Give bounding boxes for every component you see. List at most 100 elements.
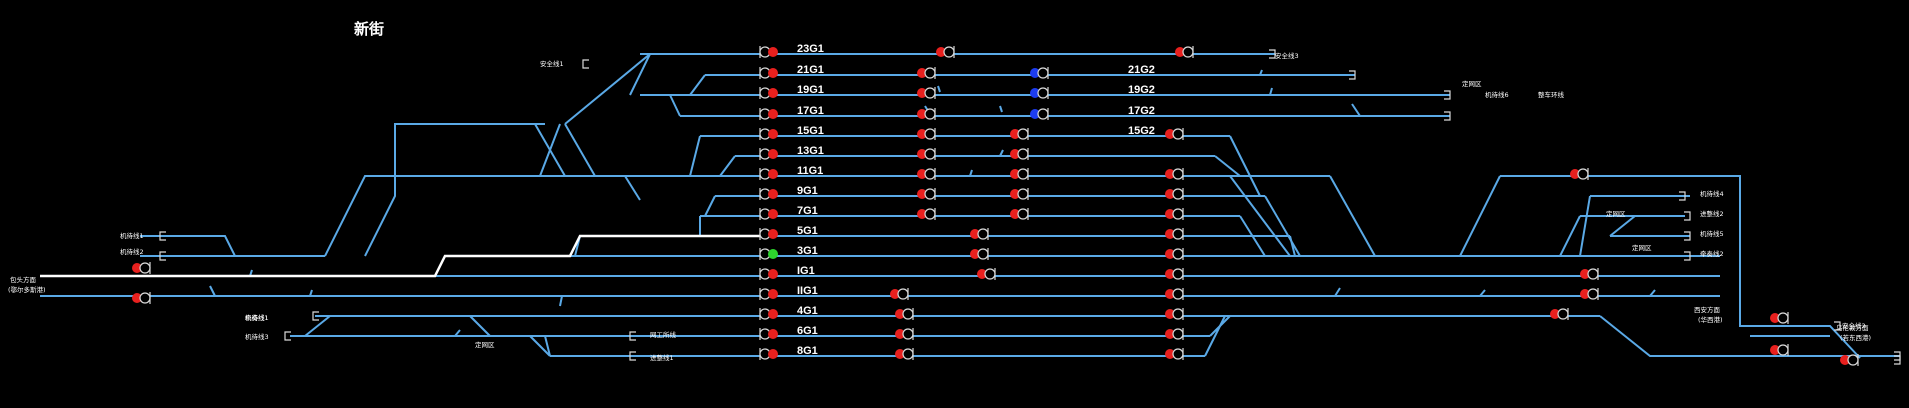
signal-mid-6g1[interactable] — [895, 328, 914, 340]
track-signal-13g1[interactable] — [759, 148, 778, 160]
direction-west-line2: (鄂尔多斯港) — [8, 285, 46, 294]
signal-col3-21g1[interactable] — [1030, 67, 1049, 79]
buffer-stop — [1684, 211, 1691, 221]
signal-col2-15g1[interactable] — [917, 128, 936, 140]
track-network — [40, 49, 1901, 365]
direction-east-b-line1: 乌伦敦方面 — [1836, 323, 1869, 332]
line-label-shunting-2: 机待线2 — [120, 247, 144, 256]
signal-col2-7g1[interactable] — [917, 208, 936, 220]
signal-east-11g1[interactable] — [1570, 168, 1589, 180]
line-label-parking-loop: 整车环线 — [1538, 90, 1565, 99]
track-signal-15g1[interactable] — [759, 128, 778, 140]
signal-mid-4g1[interactable] — [895, 308, 914, 320]
track-label-3g1: 3G1 — [797, 245, 818, 257]
track-signal-8g1[interactable] — [759, 348, 778, 360]
left-4g — [304, 315, 331, 337]
track-signal-iig1[interactable] — [759, 288, 778, 300]
signal-col4-15g1[interactable] — [1165, 128, 1184, 140]
signal-col2-23g1[interactable] — [936, 46, 955, 58]
signal-col4-23g1[interactable] — [1175, 46, 1194, 58]
signal-col2-19g1[interactable] — [917, 87, 936, 99]
track-label-21g1: 21G1 — [797, 64, 824, 76]
track-signal-7g1[interactable] — [759, 208, 778, 220]
track-label-9g1: 9G1 — [797, 185, 818, 197]
left-9g — [704, 195, 716, 217]
track-signal-5g1[interactable] — [759, 228, 778, 240]
signal-col4-iig1[interactable] — [1165, 288, 1184, 300]
signal-mid-ig1[interactable] — [977, 268, 996, 280]
signal-col3-9g1[interactable] — [1010, 188, 1029, 200]
signal-layer — [132, 46, 1859, 366]
left-21g — [689, 74, 706, 96]
track-signal-4g1[interactable] — [759, 308, 778, 320]
signal-col4-4g1[interactable] — [1165, 308, 1184, 320]
left-17g — [669, 94, 681, 117]
direction-west-line1: 包头方面 — [10, 275, 37, 284]
signal-west-iig[interactable] — [132, 292, 151, 304]
signal-col4-7g1[interactable] — [1165, 208, 1184, 220]
crossover-tick — [209, 285, 216, 297]
direction-east-a-line2: (华西港) — [1698, 315, 1723, 324]
signal-col4-3g1[interactable] — [1165, 248, 1184, 260]
track-signal-ig1[interactable] — [759, 268, 778, 280]
signal-col2-21g1[interactable] — [917, 67, 936, 79]
crossover-tick — [1269, 87, 1273, 96]
line-label-fixed-zone_a: 定网区 — [1462, 79, 1482, 88]
signal-mid-3g1[interactable] — [970, 248, 989, 260]
crossover-tick — [454, 329, 461, 337]
signal-mid-5g1[interactable] — [970, 228, 989, 240]
signal-east-b2[interactable] — [1770, 344, 1789, 356]
signal-col4-6g1[interactable] — [1165, 328, 1184, 340]
signal-col4-8g1[interactable] — [1165, 348, 1184, 360]
signal-col3-15g1[interactable] — [1010, 128, 1029, 140]
buffer-stop — [284, 331, 291, 341]
track-label-23g1: 23G1 — [797, 43, 824, 55]
track-signal-11g1[interactable] — [759, 168, 778, 180]
right-b1 — [1459, 175, 1501, 257]
signal-col4-9g1[interactable] — [1165, 188, 1184, 200]
signal-col2-13g1[interactable] — [917, 148, 936, 160]
signal-east-ig1[interactable] — [1580, 268, 1599, 280]
signal-east-iig1[interactable] — [1580, 288, 1599, 300]
left-21-link — [629, 53, 651, 96]
buffer-stop — [629, 351, 636, 361]
signal-col2-11g1[interactable] — [917, 168, 936, 180]
crossover-tick — [309, 289, 313, 297]
signal-col3-17g1[interactable] — [1030, 108, 1049, 120]
signal-col3-13g1[interactable] — [1010, 148, 1029, 160]
signal-col4-11g1[interactable] — [1165, 168, 1184, 180]
signal-col4-5g1[interactable] — [1165, 228, 1184, 240]
crossover-tick — [1334, 287, 1341, 297]
track-signal-17g1[interactable] — [759, 108, 778, 120]
buffer-stop — [1684, 231, 1691, 241]
right-7g — [1239, 215, 1266, 257]
signal-col2-17g1[interactable] — [917, 108, 936, 120]
signal-col3-11g1[interactable] — [1010, 168, 1029, 180]
signal-mid-8g1[interactable] — [895, 348, 914, 360]
left-7g-link — [624, 175, 641, 201]
line-label-fixed-zone_c: 定网区 — [1632, 243, 1652, 252]
track-signal-3g1[interactable] — [759, 248, 778, 260]
track-signal-19g1[interactable] — [759, 87, 778, 99]
buffer-stop — [1894, 355, 1901, 365]
signal-col3-19g1[interactable] — [1030, 87, 1049, 99]
crossover-tick — [1259, 69, 1263, 76]
active-route — [40, 234, 760, 278]
signal-col3-7g1[interactable] — [1010, 208, 1029, 220]
signal-mid-iig1[interactable] — [890, 288, 909, 300]
track-label-7g1: 7G1 — [797, 205, 818, 217]
station-title: 新街 — [354, 20, 384, 38]
signal-east-b1[interactable] — [1770, 312, 1789, 324]
buffer-stop — [1269, 49, 1276, 59]
signal-east-4g1[interactable] — [1550, 308, 1569, 320]
left-13g — [719, 155, 736, 177]
track-signal-21g1[interactable] — [759, 67, 778, 79]
track-signal-6g1[interactable] — [759, 328, 778, 340]
signal-east-b3[interactable] — [1840, 354, 1859, 366]
signal-col4-ig1[interactable] — [1165, 268, 1184, 280]
signal-col2-9g1[interactable] — [917, 188, 936, 200]
buffer-stop — [1349, 70, 1356, 80]
signal-west-ig[interactable] — [132, 262, 151, 274]
track-signal-9g1[interactable] — [759, 188, 778, 200]
track-signal-23g1[interactable] — [759, 46, 778, 58]
